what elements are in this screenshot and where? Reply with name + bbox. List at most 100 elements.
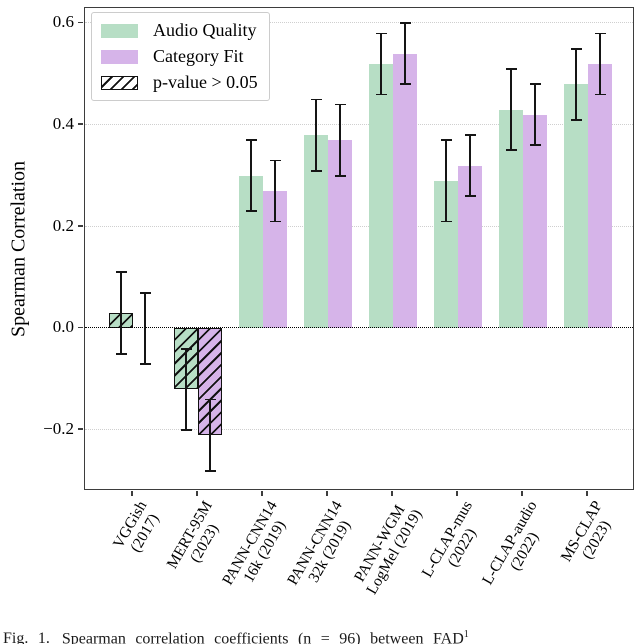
error-bar: [599, 33, 601, 95]
error-bar-cap: [594, 93, 606, 96]
error-bar-cap: [505, 68, 517, 70]
x-tick-label: MS-CLAP (2023): [557, 498, 620, 573]
x-tick-label: VGGish (2017): [110, 498, 165, 560]
error-bar: [209, 399, 211, 471]
error-bar-cap: [440, 139, 452, 142]
y-tick: [78, 428, 83, 430]
bar-category-fit: [523, 114, 547, 329]
x-tick: [261, 491, 263, 496]
error-bar: [469, 135, 471, 197]
error-bar: [510, 69, 512, 151]
error-bar-cap: [334, 174, 346, 177]
y-tick: [78, 326, 83, 329]
legend-swatch-category-fit: [101, 49, 138, 64]
grid-line: [85, 123, 633, 125]
error-bar: [445, 140, 447, 222]
error-bar: [250, 140, 252, 212]
bar-category-fit: [393, 53, 417, 329]
error-bar-cap: [204, 469, 216, 472]
bar-audio-quality: [564, 84, 588, 329]
error-bar: [339, 104, 341, 176]
plot-area: [84, 7, 634, 490]
grid-line: [85, 22, 633, 24]
legend-item-audio-quality: Audio Quality: [101, 21, 259, 40]
error-bar-cap: [245, 139, 257, 142]
error-bar: [315, 99, 317, 171]
error-bar-cap: [180, 347, 192, 350]
x-tick-label: MERT-95M (2023): [163, 498, 230, 580]
error-bar-cap: [529, 144, 541, 147]
error-bar-cap: [334, 103, 346, 106]
caption-text: Spearman correlation coefficients (n = 9…: [61, 630, 464, 644]
error-bar-cap: [464, 195, 476, 197]
error-bar: [185, 348, 187, 430]
figure-caption: Fig. 1. Spearman correlation coefficients…: [3, 629, 639, 644]
error-bar-cap: [375, 32, 387, 35]
y-tick: [78, 225, 83, 227]
x-tick-label: PANN-WGM LogMel (2019): [348, 498, 426, 597]
error-bar-cap: [310, 169, 322, 172]
x-tick: [521, 491, 523, 496]
x-tick: [326, 491, 328, 496]
error-bar-cap: [115, 352, 127, 355]
caption-superscript: 1: [463, 629, 469, 640]
legend-label: Audio Quality: [153, 20, 257, 40]
caption-number: Fig. 1.: [3, 630, 50, 644]
error-bar: [404, 23, 406, 85]
x-tick: [586, 491, 588, 496]
error-bar-cap: [570, 118, 582, 121]
error-bar-cap: [139, 291, 151, 294]
x-tick: [391, 491, 393, 496]
x-tick-label: PANN-CNN14 32k (2019): [284, 498, 361, 597]
y-axis-title: Spearman Correlation: [7, 160, 30, 338]
y-tick-label: 0.0: [52, 317, 74, 337]
error-bar-cap: [115, 271, 127, 274]
y-tick: [78, 21, 83, 24]
error-bar-cap: [570, 47, 582, 50]
x-tick-label: L-CLAP-audio (2022): [479, 498, 555, 596]
legend-label: p-value > 0.05: [153, 72, 258, 92]
error-bar-cap: [464, 134, 476, 136]
error-bar-cap: [245, 210, 257, 213]
legend-swatch-audio-quality: [101, 23, 138, 38]
x-tick: [131, 491, 133, 496]
x-tick-label: PANN-CNN14 16k (2019): [219, 498, 296, 597]
error-bar: [575, 48, 577, 120]
error-bar-cap: [269, 220, 281, 223]
x-tick: [196, 491, 198, 496]
error-bar: [534, 84, 536, 146]
bar-audio-quality: [369, 63, 393, 329]
error-bar-cap: [375, 93, 387, 96]
error-bar-cap: [399, 22, 411, 25]
legend: Audio Quality Category Fit p-value > 0.05: [91, 12, 270, 101]
y-tick-label: −0.2: [43, 418, 74, 438]
error-bar-cap: [204, 398, 216, 401]
error-bar: [274, 160, 276, 222]
error-bar: [144, 292, 146, 364]
error-bar-cap: [505, 149, 517, 152]
y-tick-label: 0.2: [52, 215, 74, 235]
error-bar-cap: [180, 429, 192, 431]
error-bar: [380, 33, 382, 95]
grid-line: [85, 428, 633, 430]
y-tick-label: 0.4: [52, 113, 74, 133]
error-bar-cap: [440, 220, 452, 223]
error-bar-cap: [529, 83, 541, 86]
error-bar-cap: [594, 32, 606, 35]
zero-line: [85, 327, 633, 329]
y-tick-label: 0.6: [52, 12, 74, 32]
error-bar-cap: [269, 159, 281, 162]
x-tick: [456, 491, 458, 496]
legend-item-category-fit: Category Fit: [101, 47, 259, 66]
legend-label: Category Fit: [153, 46, 244, 66]
error-bar-cap: [139, 362, 151, 365]
legend-swatch-p-value-0-05: [101, 75, 138, 90]
error-bar-cap: [399, 83, 411, 86]
bar-category-fit: [588, 63, 612, 329]
legend-item-p-value-0-05: p-value > 0.05: [101, 73, 259, 92]
error-bar-cap: [310, 98, 322, 101]
grid-line: [85, 225, 633, 227]
y-tick: [78, 123, 83, 125]
error-bar: [120, 272, 122, 354]
